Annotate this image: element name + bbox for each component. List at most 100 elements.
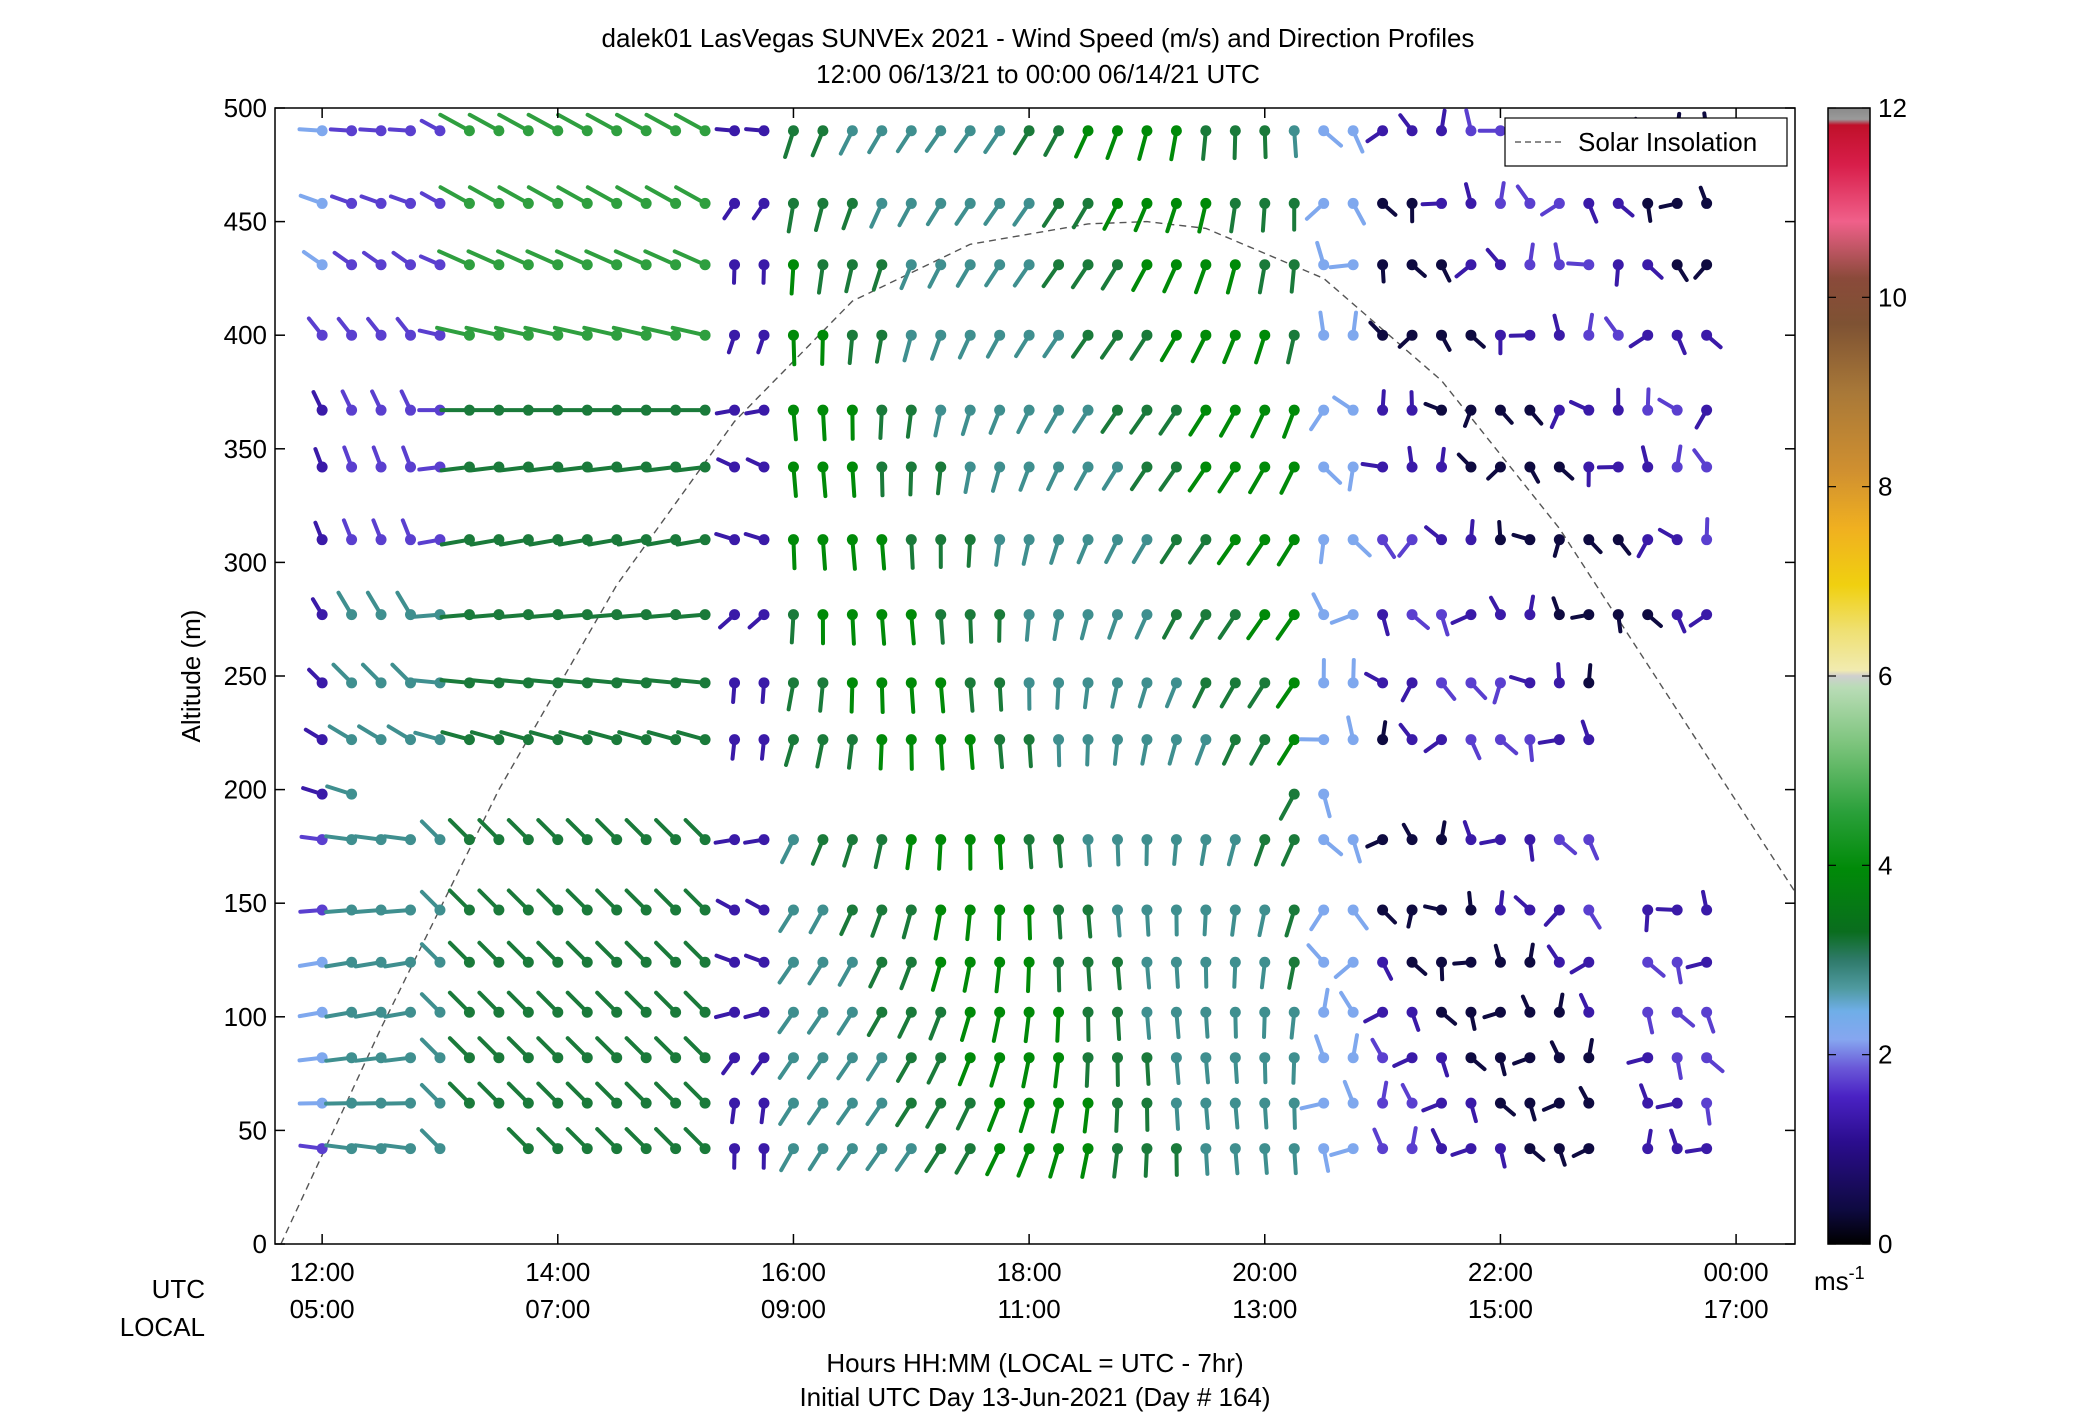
wind-barb-dot	[1259, 329, 1271, 341]
wind-barb-dot	[1553, 1052, 1565, 1064]
wind-barb-dot	[1436, 1143, 1448, 1155]
wind-barb-dot	[1701, 461, 1713, 473]
wind-barb-dot	[1701, 1143, 1713, 1155]
wind-barb-dot	[935, 125, 947, 137]
wind-barb-dot	[375, 1097, 387, 1109]
wind-barb-shaft	[556, 185, 590, 206]
wind-barb-dot	[846, 609, 858, 621]
wind-barb-dot	[1318, 329, 1330, 341]
wind-barb-dot	[964, 1097, 976, 1109]
wind-barb-dot	[729, 404, 741, 416]
wind-barb-dot	[316, 1006, 328, 1018]
wind-barb-dot	[1111, 197, 1123, 209]
wind-barb-dot	[905, 1006, 917, 1018]
wind-barb-dot	[1200, 125, 1212, 137]
wind-barb-dot	[522, 1143, 534, 1155]
wind-barb-dot	[1642, 329, 1654, 341]
wind-barb-dot	[1465, 1052, 1477, 1064]
wind-barb-dot	[817, 1006, 829, 1018]
wind-barb-dot	[1642, 461, 1654, 473]
wind-barb-dot	[1436, 1052, 1448, 1064]
wind-barb-dot	[994, 329, 1006, 341]
wind-barb-dot	[552, 904, 564, 916]
colorbar-tick-label: 0	[1878, 1229, 1892, 1259]
wind-barb-dot	[670, 329, 682, 341]
wind-barb-dot	[1288, 609, 1300, 621]
wind-barb-dot	[1053, 1143, 1065, 1155]
wind-barb-dot	[1318, 125, 1330, 137]
wind-barb-dot	[405, 534, 417, 546]
wind-barb-dot	[611, 956, 623, 968]
wind-barb-dot	[552, 125, 564, 137]
wind-barb-dot	[1465, 1097, 1477, 1109]
wind-barb-dot	[346, 534, 358, 546]
wind-barb-dot	[1524, 1052, 1536, 1064]
wind-barb-dot	[1671, 329, 1683, 341]
wind-barb-dot	[1023, 677, 1035, 689]
wind-barb-shaft	[438, 185, 472, 206]
wind-barb-dot	[493, 1052, 505, 1064]
wind-barb-dot	[1524, 834, 1536, 846]
wind-barb-dot	[699, 534, 711, 546]
wind-barb-dot	[463, 259, 475, 271]
y-tick-label: 50	[238, 1115, 267, 1145]
wind-barb-dot	[1347, 904, 1359, 916]
wind-barb-dot	[611, 834, 623, 846]
wind-barb-dot	[1053, 404, 1065, 416]
wind-barb-dot	[1465, 677, 1477, 689]
wind-barb-dot	[346, 609, 358, 621]
wind-barb-dot	[670, 1006, 682, 1018]
wind-barb-dot	[611, 1006, 623, 1018]
wind-barb-dot	[1465, 734, 1477, 746]
wind-barb-dot	[1377, 1052, 1389, 1064]
wind-barb-dot	[1406, 197, 1418, 209]
wind-barb-dot	[316, 677, 328, 689]
y-tick-label: 300	[224, 547, 267, 577]
wind-barb-shaft	[582, 325, 619, 338]
x-tick-label-utc: 18:00	[997, 1257, 1062, 1287]
wind-barb-dot	[1612, 404, 1624, 416]
wind-barb-dot	[1141, 1143, 1153, 1155]
wind-barb-dot	[1494, 734, 1506, 746]
wind-barb-dot	[699, 404, 711, 416]
wind-barb-dot	[670, 197, 682, 209]
wind-barb-dot	[935, 329, 947, 341]
wind-barb-dot	[1436, 834, 1448, 846]
wind-barb-dot	[522, 1052, 534, 1064]
wind-barb-dot	[1288, 534, 1300, 546]
wind-barb-dot	[1229, 1006, 1241, 1018]
wind-barb-dot	[1318, 734, 1330, 746]
wind-barb-dot	[1259, 1052, 1271, 1064]
wind-barb-dot	[846, 734, 858, 746]
wind-barb-dot	[1200, 197, 1212, 209]
wind-barb-dot	[434, 197, 446, 209]
y-tick-label: 200	[224, 775, 267, 805]
wind-barb-dot	[1583, 404, 1595, 416]
wind-barb-dot	[670, 1143, 682, 1155]
wind-barb-dot	[1259, 125, 1271, 137]
wind-barb-dot	[1200, 956, 1212, 968]
wind-barb-dot	[1377, 1097, 1389, 1109]
wind-barb-dot	[876, 677, 888, 689]
wind-barb-dot	[1170, 1143, 1182, 1155]
wind-barb-dot	[1200, 259, 1212, 271]
wind-barb-dot	[1642, 956, 1654, 968]
wind-barb-dot	[375, 461, 387, 473]
wind-barb-dot	[1141, 1052, 1153, 1064]
wind-barb-dot	[434, 1052, 446, 1064]
wind-barb-dot	[817, 1097, 829, 1109]
wind-barb-dot	[1023, 259, 1035, 271]
wind-barb-dot	[1524, 329, 1536, 341]
wind-barb-dot	[964, 956, 976, 968]
wind-barb-dot	[876, 834, 888, 846]
wind-barb-dot	[1141, 461, 1153, 473]
wind-barb-dot	[1259, 461, 1271, 473]
wind-barb-dot	[1583, 834, 1595, 846]
wind-barb-dot	[375, 197, 387, 209]
wind-barb-shaft	[438, 112, 472, 133]
wind-barb-dot	[1406, 1052, 1418, 1064]
x-tick-label-utc: 14:00	[525, 1257, 590, 1287]
wind-barb-dot	[846, 834, 858, 846]
wind-barb-dot	[1229, 1143, 1241, 1155]
